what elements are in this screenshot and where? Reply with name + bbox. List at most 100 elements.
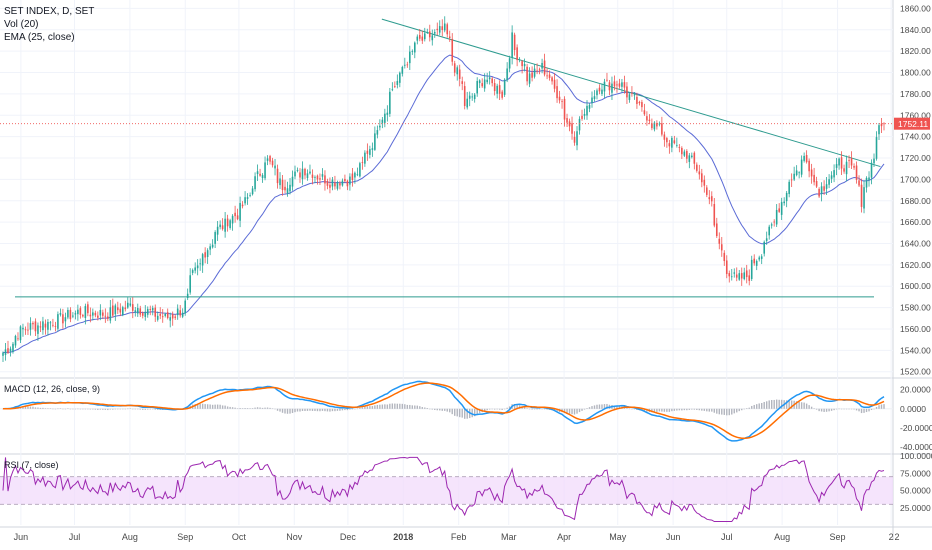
macd-hist-bar (79, 408, 82, 410)
candle-body (399, 72, 401, 83)
candle-body (838, 158, 840, 166)
candle-body (244, 197, 246, 204)
macd-hist-bar (224, 405, 226, 409)
macd-hist-bar (541, 408, 543, 410)
macd-hist-bar (49, 408, 52, 409)
y-tick-label: 1740.00 (900, 132, 931, 142)
candle-body (428, 31, 431, 38)
macd-hist-bar (351, 408, 354, 410)
candle-body (89, 314, 92, 317)
candle-body (880, 123, 883, 127)
macd-hist-bar (269, 407, 271, 409)
macd-hist-bar (289, 408, 291, 414)
candle-body (730, 276, 733, 278)
y-tick-label: 1760.00 (900, 110, 931, 120)
macd-hist-bar (666, 408, 668, 412)
macd-hist-bar (800, 402, 803, 409)
candle-body (431, 35, 434, 41)
macd-hist-bar (501, 408, 503, 410)
x-tick-label: Dec (340, 532, 357, 542)
candle-body (883, 123, 885, 125)
macd-hist-bar (311, 408, 314, 411)
macd-hist-bar (254, 407, 256, 409)
candle-body (825, 184, 828, 189)
macd-hist-bar (581, 408, 583, 411)
candle-body (476, 80, 478, 94)
candle-body (616, 84, 618, 86)
macd-hist-bar (419, 406, 421, 409)
macd-hist-bar (431, 408, 433, 410)
candle-body (496, 85, 498, 94)
macd-hist-bar (261, 407, 264, 409)
candle-body (631, 92, 633, 94)
candle-body (501, 91, 503, 98)
macd-hist-bar (853, 408, 855, 410)
macd-hist-bar (741, 408, 743, 411)
macd-hist-bar (870, 408, 873, 411)
candle-body (52, 324, 54, 326)
macd-hist-bar (314, 408, 316, 412)
candle-body (411, 51, 414, 52)
macd-hist-bar (394, 403, 396, 409)
candle-body (686, 150, 688, 159)
candle-body (374, 133, 376, 150)
macd-hist-bar (137, 408, 139, 410)
candle-body (314, 176, 316, 178)
macd-hist-bar (830, 408, 833, 411)
candle-body (820, 186, 823, 195)
macd-hist-bar (823, 408, 825, 412)
candle-body (131, 304, 134, 311)
candle-body (860, 184, 863, 207)
macd-hist-bar (309, 408, 311, 411)
candle-body (334, 182, 336, 187)
legend-ema[interactable]: EMA (25, close) (4, 32, 75, 43)
rsi-label[interactable]: RSI (7, close) (4, 460, 59, 470)
candle-body (513, 34, 516, 51)
candle-body (706, 187, 708, 195)
candle-body (269, 156, 271, 162)
macd-hist-bar (244, 408, 246, 409)
macd-hist-bar (434, 408, 436, 410)
candle-body (783, 201, 785, 204)
candle-body (141, 313, 144, 316)
macd-hist-bar (491, 408, 493, 410)
candle-body (571, 123, 573, 134)
candle-body (870, 162, 873, 178)
macd-hist-bar (214, 404, 216, 409)
y-tick-label: 1540.00 (900, 345, 931, 355)
candle-body (359, 163, 361, 177)
macd-hist-bar (411, 405, 414, 409)
macd-hist-bar (593, 405, 596, 409)
candle-body (174, 316, 177, 318)
candle-body (466, 98, 469, 108)
macd-hist-bar (22, 406, 24, 409)
candle-body (226, 218, 229, 227)
rsi-y-tick-label: 75.0000 (900, 468, 931, 478)
candle-body (488, 77, 491, 80)
candle-body (139, 308, 142, 315)
candle-body (369, 149, 371, 155)
y-tick-label: 1800.00 (900, 68, 931, 78)
macd-hist-bar (775, 399, 778, 409)
macd-hist-bar (204, 404, 206, 409)
macd-hist-bar (678, 408, 681, 411)
candle-body (508, 58, 511, 69)
macd-label[interactable]: MACD (12, 26, close, 9) (4, 384, 101, 394)
macd-hist-bar (294, 408, 296, 413)
legend-volume[interactable]: Vol (20) (4, 19, 39, 30)
candle-body (486, 79, 488, 83)
macd-hist-bar (496, 408, 498, 410)
macd-hist-bar (451, 408, 453, 415)
macd-hist-bar (758, 403, 760, 409)
candle-body (289, 184, 291, 192)
candle-body (498, 85, 501, 94)
macd-hist-bar (306, 408, 309, 411)
macd-hist-bar (663, 408, 666, 412)
candle-body (82, 315, 84, 317)
candle-body (805, 155, 808, 163)
candle-body (586, 105, 588, 116)
candle-body (121, 307, 124, 316)
macd-hist-bar (543, 408, 546, 410)
